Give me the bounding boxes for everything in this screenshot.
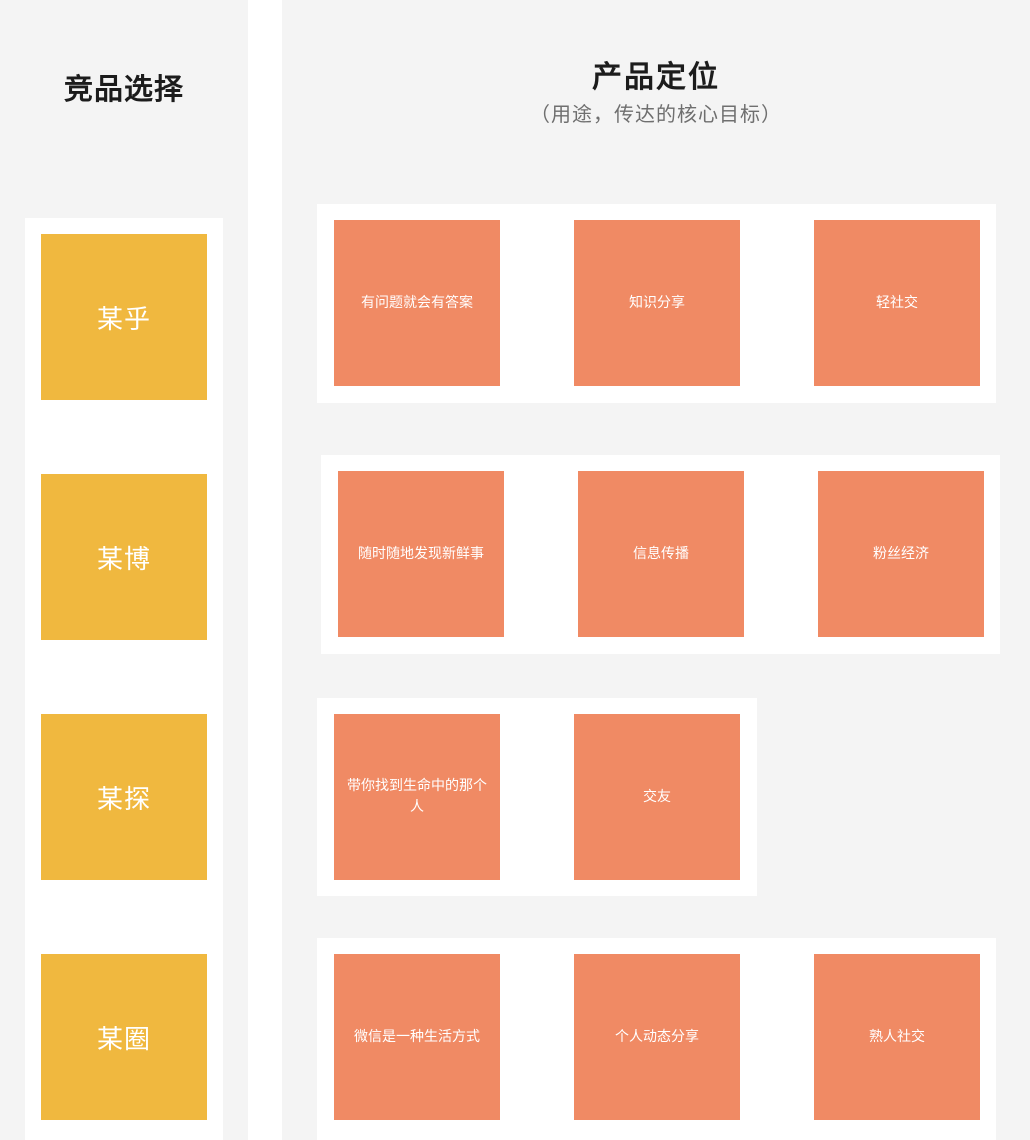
positioning-note: 轻社交 <box>814 220 980 386</box>
competitor-note-label: 某博 <box>96 544 151 575</box>
positioning-note: 微信是一种生活方式 <box>334 954 500 1120</box>
competitor-note-4: 某圈 <box>41 954 207 1120</box>
positioning-note: 随时随地发现新鲜事 <box>338 471 504 637</box>
positioning-note-label: 有问题就会有答案 <box>361 294 473 311</box>
positioning-note-label: 交友 <box>643 788 671 805</box>
positioning-note-label: 知识分享 <box>629 294 685 311</box>
positioning-note: 信息传播 <box>578 471 744 637</box>
competitor-note-label: 某探 <box>96 784 151 815</box>
positioning-note: 熟人社交 <box>814 954 980 1120</box>
positioning-note: 交友 <box>574 714 740 880</box>
positioning-note-label: 熟人社交 <box>869 1028 925 1045</box>
positioning-note: 带你找到生命中的那个人 <box>334 714 500 880</box>
positioning-column-title: 产品定位 <box>592 60 720 95</box>
positioning-note: 粉丝经济 <box>818 471 984 637</box>
positioning-note-label: 带你找到生命中的那个人 <box>347 778 487 815</box>
competitor-column-title: 竞品选择 <box>63 72 184 106</box>
competitor-note-2: 某博 <box>41 474 207 640</box>
positioning-note: 有问题就会有答案 <box>334 220 500 386</box>
positioning-column-subtitle: （用途，传达的核心目标） <box>530 102 782 126</box>
positioning-note-label: 微信是一种生活方式 <box>354 1028 480 1045</box>
positioning-note-label: 轻社交 <box>876 294 918 311</box>
positioning-note-label: 粉丝经济 <box>873 545 929 562</box>
positioning-note-label: 个人动态分享 <box>615 1028 699 1045</box>
positioning-note: 个人动态分享 <box>574 954 740 1120</box>
positioning-note-label: 随时随地发现新鲜事 <box>358 545 484 562</box>
positioning-note-label: 信息传播 <box>633 545 689 562</box>
competitor-note-1: 某乎 <box>41 234 207 400</box>
competitor-note-3: 某探 <box>41 714 207 880</box>
positioning-note: 知识分享 <box>574 220 740 386</box>
competitor-note-label: 某圈 <box>96 1024 151 1055</box>
competitor-note-label: 某乎 <box>96 304 151 335</box>
